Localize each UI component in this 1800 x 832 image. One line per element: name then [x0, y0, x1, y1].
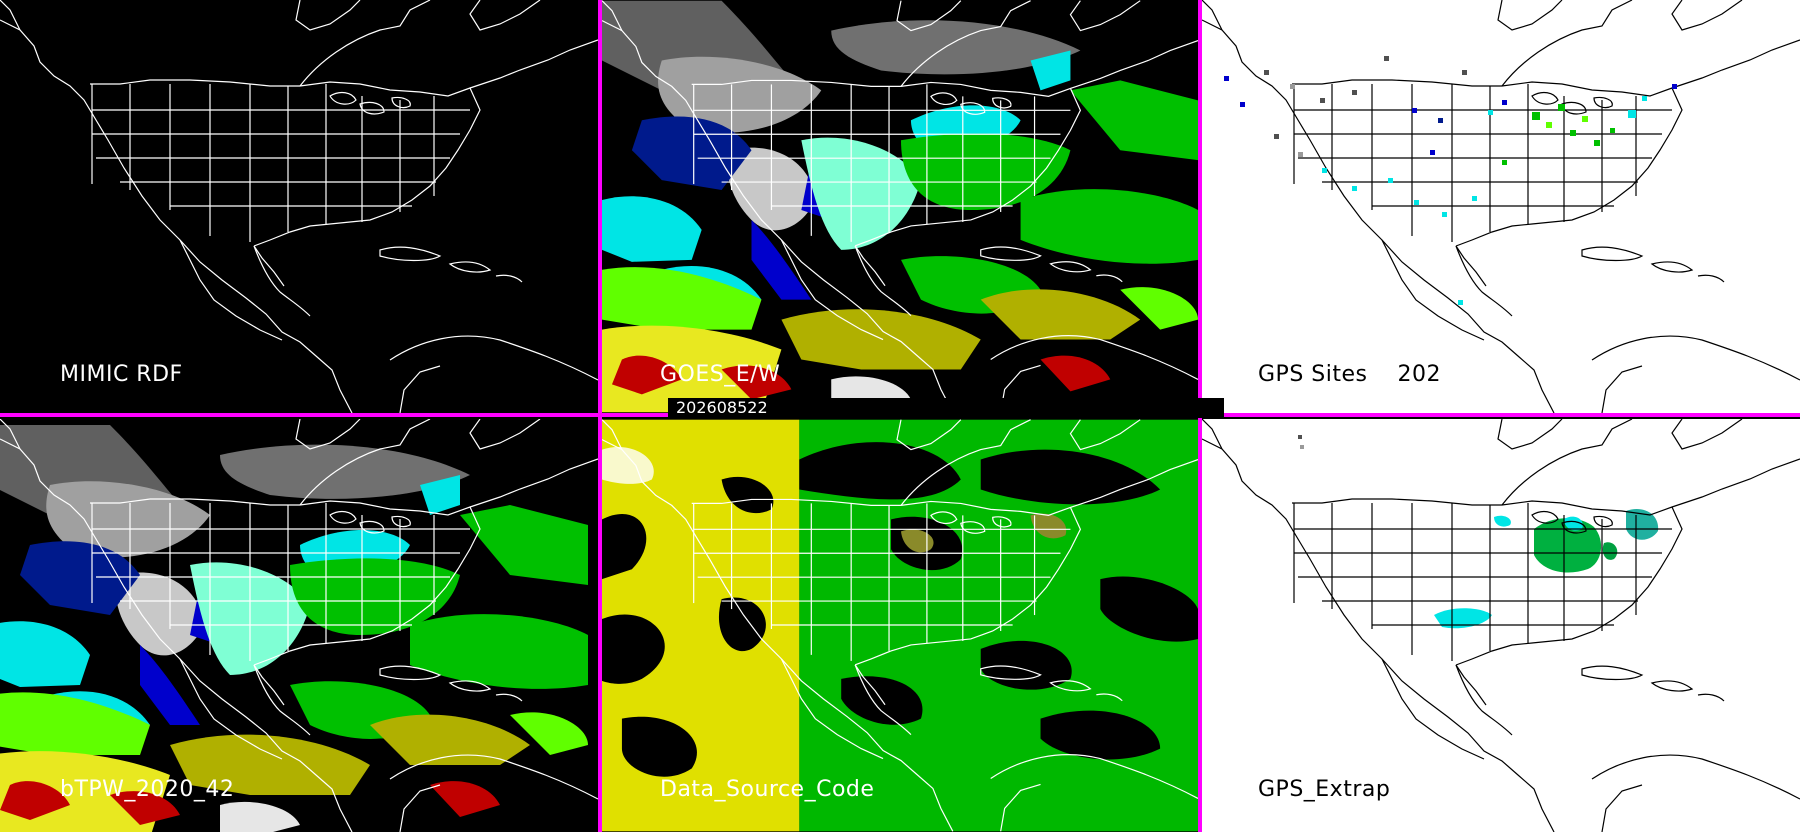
panel-gps-extrap: GPS_Extrap: [1202, 419, 1800, 832]
panel-gps-sites: GPS Sites 202: [1202, 0, 1800, 413]
panel-label: GPS Sites 202: [1258, 362, 1441, 387]
panel-label: Data_Source_Code: [660, 777, 875, 802]
gps-site-markers: [1224, 56, 1677, 305]
panel-data-source-code: Data_Source_Code: [602, 419, 1198, 832]
gps-site-map: [1202, 0, 1800, 413]
panel-label: MIMIC RDF: [60, 362, 183, 387]
panel-label: bTPW_2020_42: [60, 777, 235, 802]
panel-label: GPS_Extrap: [1258, 777, 1391, 802]
panel-label-text: GPS Sites: [1258, 362, 1368, 387]
map-outline: [0, 0, 598, 413]
panel-btpw: bTPW_2020_42: [0, 419, 598, 832]
panel-label: GOES_E/W: [660, 362, 781, 387]
gps-site-count: 202: [1397, 362, 1441, 387]
panel-mimic-rdf: MIMIC RDF: [0, 0, 598, 413]
tpw-field: [0, 419, 598, 832]
panel-goes: GOES_E/W: [602, 0, 1198, 413]
extrap-regions: [1298, 435, 1659, 629]
source-code-field: [602, 419, 1198, 832]
gps-extrap-map: [1202, 419, 1800, 832]
tpw-field: [602, 0, 1198, 413]
timestamp-bar: 202608522: [668, 398, 1224, 418]
